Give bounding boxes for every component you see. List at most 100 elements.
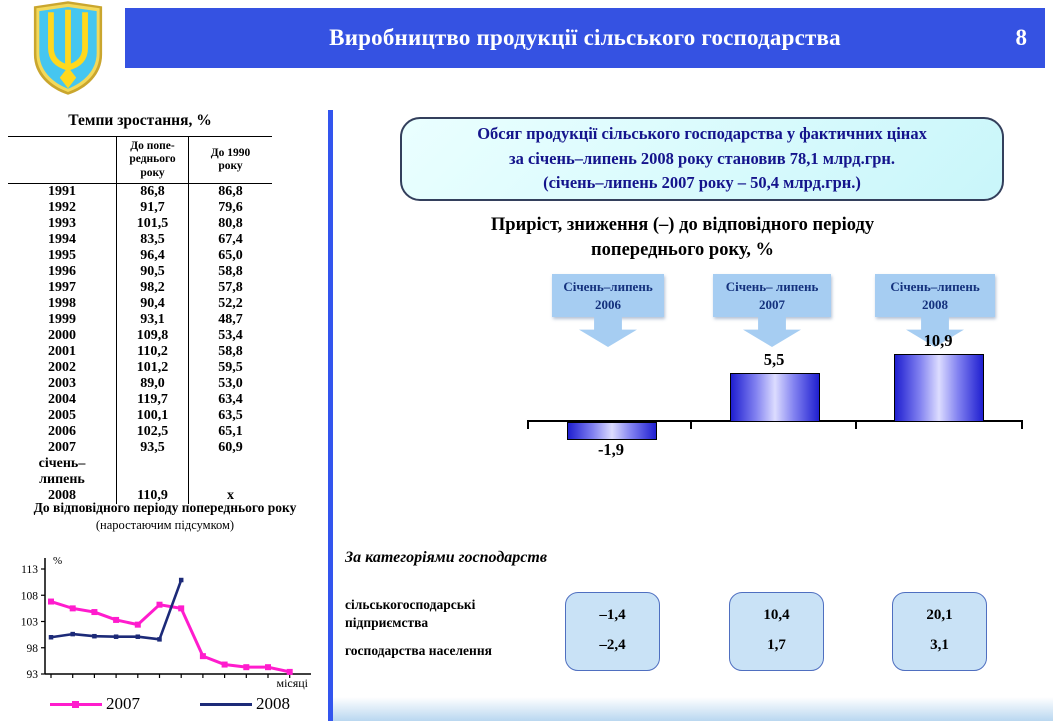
bar-2008	[894, 354, 984, 422]
table-footnote-line1: До відповідного періоду попереднього рок…	[33, 500, 297, 515]
table-row-value	[188, 472, 272, 488]
table-row-year: 2001	[48, 344, 76, 359]
axis-tick	[690, 420, 692, 429]
category-value-box: –1,4 –2,4	[565, 592, 660, 671]
table-footnote-line2: (наростаючим підсумком)	[95, 518, 235, 532]
table-row-value: 59,5	[188, 360, 272, 376]
table-row-year: 1993	[48, 216, 76, 231]
table-row-value: 96,4	[116, 248, 188, 264]
table-row-year: 1991	[48, 184, 76, 199]
table-row-value: 86,8	[188, 184, 272, 200]
growth-table: До попе- реднього року До 1990 року 1991…	[8, 136, 272, 504]
table-row-year: 2007	[48, 440, 76, 455]
period-callout-2008: Січень–липень 2008	[875, 274, 995, 317]
table-row-year: 2000	[48, 328, 76, 343]
table-row-year: 2005	[48, 408, 76, 423]
table-row-value	[188, 456, 272, 472]
table-row-value: 89,0	[116, 376, 188, 392]
table-row-year: 1995	[48, 248, 76, 263]
households-value: 3,1	[930, 637, 949, 653]
title-bar: Виробництво продукції сільського господа…	[125, 8, 1045, 68]
table-row-value: 91,7	[116, 200, 188, 216]
table-row-value: 93,1	[116, 312, 188, 328]
legend-item-2008: 2008	[200, 694, 290, 714]
bar-value-label: 5,5	[763, 350, 785, 369]
households-value: –2,4	[599, 637, 626, 653]
table-row-year: 2002	[48, 360, 76, 375]
category-value-box: 20,1 3,1	[892, 592, 987, 671]
table-row-value: 102,5	[116, 424, 188, 440]
table-row-year: 1994	[48, 232, 76, 247]
growth-table-header: До попе- реднього року До 1990 року	[8, 136, 272, 184]
period-callout-2006: Січень–липень 2006	[552, 274, 664, 317]
y-tick-label: 93	[27, 669, 39, 681]
category-value-box: 10,4 1,7	[729, 592, 824, 671]
legend-label-2008: 2008	[256, 694, 290, 713]
table-row-year: 1999	[48, 312, 76, 327]
vertical-divider	[328, 110, 333, 721]
y-tick-label: 113	[21, 564, 38, 576]
page-number: 8	[1015, 25, 1028, 50]
bar-chart-title-line2: попереднього року, %	[591, 239, 774, 260]
bar-2007	[730, 373, 820, 422]
bar-2006	[567, 422, 657, 440]
table-row-value: x	[188, 488, 272, 504]
header-cell-prev-year: До попе- реднього року	[116, 137, 188, 183]
enterprises-value: 10,4	[763, 607, 790, 623]
bottom-gradient-band	[333, 697, 1053, 721]
ukraine-trident-icon	[33, 1, 103, 95]
table-row-value	[116, 472, 188, 488]
households-value: 1,7	[767, 637, 786, 653]
table-row-year: 2004	[48, 392, 76, 407]
period-label-line1: Січень– липень	[725, 278, 819, 294]
period-label-line2: 2008	[922, 296, 948, 312]
table-row-year: 1996	[48, 264, 76, 279]
table-row-value: 100,1	[116, 408, 188, 424]
legend-item-2007: 2007	[50, 694, 140, 714]
line-chart-legend: 2007 2008	[35, 694, 305, 714]
table-row-value: 67,4	[188, 232, 272, 248]
table-row-value: 79,6	[188, 200, 272, 216]
table-row-year: 2003	[48, 376, 76, 391]
period-callout-2007: Січень– липень 2007	[713, 274, 831, 317]
growth-bar-chart: -1,9 5,5 10,9	[527, 325, 1025, 475]
growth-table-title: Темпи зростання, %	[68, 112, 212, 129]
table-row-value: 86,8	[116, 184, 188, 200]
table-row-value: 93,5	[116, 440, 188, 456]
table-row-value: 109,8	[116, 328, 188, 344]
table-row-year: 1992	[48, 200, 76, 215]
enterprises-value: –1,4	[599, 607, 626, 623]
period-label-line2: 2006	[595, 296, 621, 312]
category-label-line: сільськогосподарські	[345, 597, 476, 612]
info-line-2: за січень–липень 2008 року становив 78,1…	[508, 148, 896, 168]
table-row-year: 1997	[48, 280, 76, 295]
axis-tick	[1021, 420, 1023, 429]
table-row-value: 65,0	[188, 248, 272, 264]
info-line-3: (січень–липень 2007 року – 50,4 млрд.грн…	[543, 173, 861, 193]
table-row-value: 53,0	[188, 376, 272, 392]
page-title: Виробництво продукції сільського господа…	[329, 25, 841, 50]
bar-chart-title-line1: Приріст, зниження (–) до відповідного пе…	[490, 215, 875, 235]
period-label-line2: 2007	[759, 296, 785, 312]
table-row-value: 101,2	[116, 360, 188, 376]
table-row-value: 63,4	[188, 392, 272, 408]
legend-swatch-2007	[50, 700, 102, 708]
table-row-value: 65,1	[188, 424, 272, 440]
table-row-value: 58,8	[188, 264, 272, 280]
y-tick-label: 108	[21, 590, 39, 602]
growth-table-body: 1991 86,8 86,8 1992 91,7 79,6 1993 101,5 80,8 199…	[8, 184, 272, 504]
table-row-year: 2006	[48, 424, 76, 439]
categories-title: За категоріями господарств	[345, 549, 547, 566]
table-row-value: 58,8	[188, 344, 272, 360]
y-tick-label: 98	[27, 643, 39, 655]
table-row-value: 110,2	[116, 344, 188, 360]
table-row-value: 57,8	[188, 280, 272, 296]
table-row-value: 119,7	[116, 392, 188, 408]
axis-tick	[527, 420, 529, 429]
monthly-growth-line-chart: % 93 98 103 108 113 місяці	[21, 555, 311, 690]
table-row-value: 83,5	[116, 232, 188, 248]
table-row-value: 63,5	[188, 408, 272, 424]
legend-label-2007: 2007	[106, 694, 140, 713]
x-axis-label: місяці	[276, 676, 308, 690]
header-cell-1990: До 1990 року	[188, 137, 272, 183]
